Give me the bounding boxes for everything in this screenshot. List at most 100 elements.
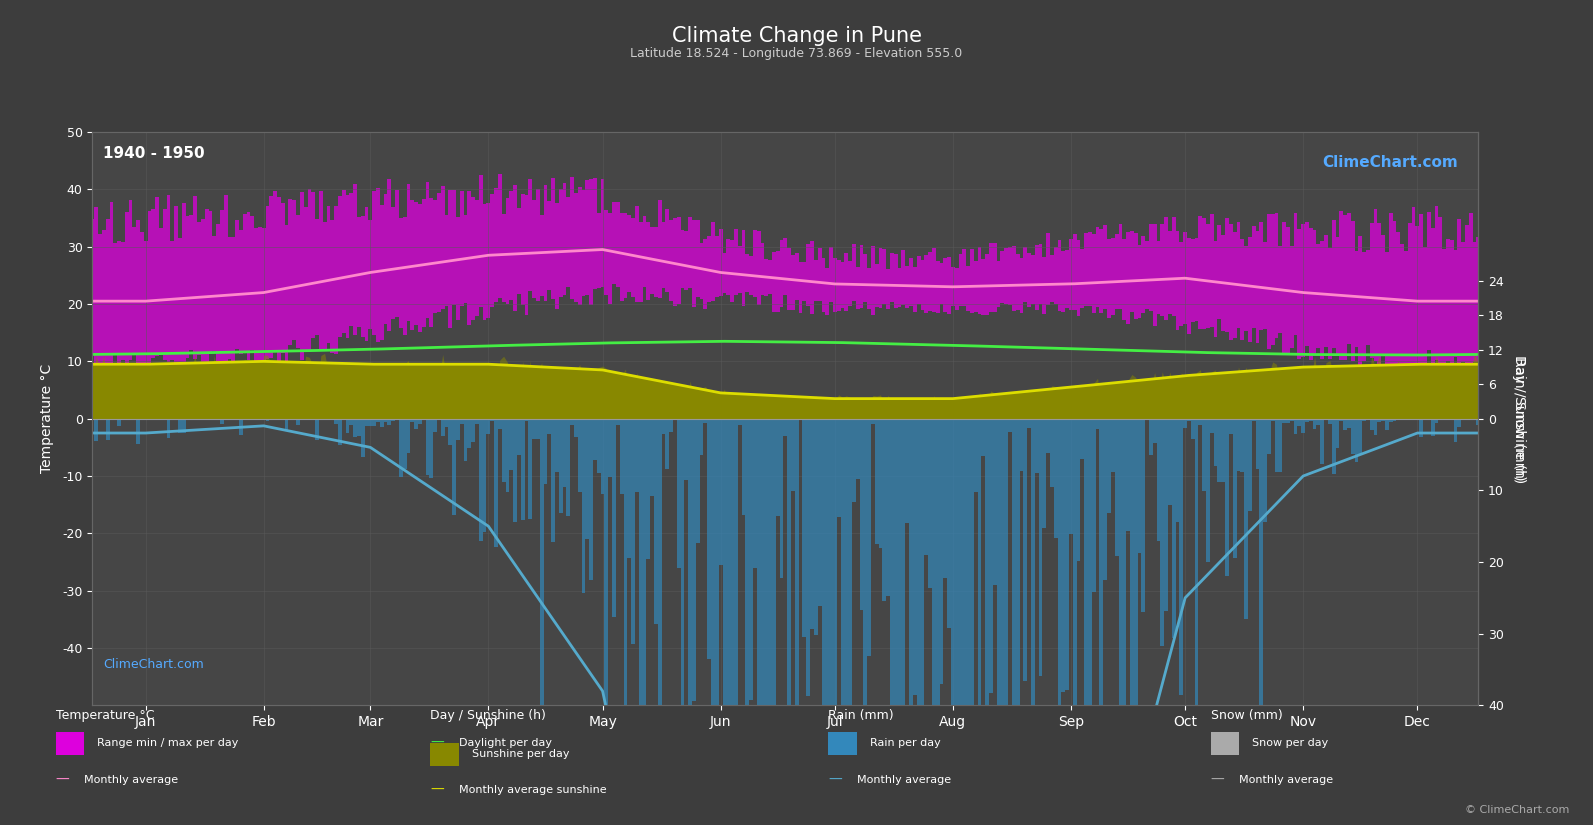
Bar (631, 218, 636, 297)
Bar (753, 229, 757, 298)
Bar (806, 244, 811, 306)
Text: Sunshine per day: Sunshine per day (472, 749, 569, 759)
Bar (335, 419, 338, 424)
Bar (1313, 230, 1316, 355)
Bar (860, 245, 863, 309)
Bar (959, 254, 962, 306)
Bar (346, 419, 349, 432)
Bar (1427, 211, 1431, 351)
Bar (710, 419, 715, 825)
Bar (554, 202, 559, 309)
Text: —: — (430, 784, 444, 797)
Bar (261, 419, 266, 420)
Bar (464, 214, 467, 303)
Bar (773, 419, 776, 825)
Bar (1104, 225, 1107, 309)
Bar (954, 268, 959, 309)
Bar (867, 419, 871, 657)
Bar (548, 419, 551, 434)
Bar (597, 419, 601, 473)
Bar (1354, 251, 1359, 346)
Bar (1012, 419, 1016, 825)
Bar (685, 231, 688, 290)
Bar (266, 205, 269, 359)
Bar (898, 267, 902, 307)
Bar (1286, 227, 1290, 355)
Bar (1077, 419, 1080, 561)
Bar (479, 176, 483, 307)
Bar (167, 195, 170, 362)
Bar (609, 213, 612, 304)
Bar (384, 194, 387, 323)
Bar (376, 419, 379, 422)
Bar (981, 419, 984, 455)
Bar (277, 197, 280, 365)
Bar (304, 207, 307, 350)
Bar (540, 419, 543, 707)
Bar (441, 186, 444, 309)
Bar (1241, 239, 1244, 340)
Bar (406, 419, 411, 453)
Bar (296, 419, 299, 426)
Bar (132, 228, 135, 354)
Bar (1384, 419, 1389, 430)
Bar (795, 419, 798, 825)
Bar (973, 419, 978, 492)
Bar (847, 261, 852, 306)
Bar (1088, 419, 1091, 825)
Bar (524, 195, 529, 315)
Bar (616, 419, 620, 425)
Bar (159, 229, 162, 353)
Bar (521, 419, 524, 520)
Bar (742, 419, 746, 515)
Bar (1157, 241, 1160, 314)
Bar (236, 220, 239, 349)
Bar (1279, 247, 1282, 333)
Bar (1378, 419, 1381, 422)
Bar (943, 419, 948, 578)
Bar (844, 253, 847, 311)
Bar (935, 419, 940, 793)
Bar (307, 190, 311, 352)
Bar (551, 177, 554, 299)
Bar (661, 222, 666, 288)
Bar (467, 191, 472, 325)
Bar (170, 241, 174, 360)
Bar (1458, 419, 1461, 427)
Bar (929, 419, 932, 588)
Bar (521, 195, 524, 305)
Bar (753, 419, 757, 568)
Bar (578, 419, 581, 492)
Bar (373, 419, 376, 426)
Bar (1027, 419, 1031, 428)
Bar (460, 191, 464, 306)
Bar (1184, 419, 1187, 428)
Bar (1453, 419, 1458, 442)
Bar (436, 419, 441, 420)
Bar (398, 419, 403, 478)
Bar (494, 419, 499, 547)
Bar (422, 199, 425, 328)
Bar (368, 219, 373, 329)
Bar (1129, 419, 1134, 825)
Bar (639, 222, 642, 302)
Bar (1168, 231, 1172, 314)
Bar (1228, 224, 1233, 340)
Bar (1384, 252, 1389, 365)
Bar (749, 256, 753, 295)
Bar (828, 419, 833, 708)
Bar (672, 218, 677, 306)
Bar (1271, 419, 1274, 421)
Bar (1115, 234, 1118, 309)
Bar (811, 419, 814, 629)
Bar (510, 419, 513, 470)
Bar (1348, 213, 1351, 344)
Bar (704, 238, 707, 309)
Bar (707, 236, 710, 302)
Bar (118, 241, 121, 363)
Bar (548, 201, 551, 290)
Bar (392, 207, 395, 318)
Bar (746, 254, 749, 292)
Bar (239, 229, 242, 354)
Bar (105, 219, 110, 365)
